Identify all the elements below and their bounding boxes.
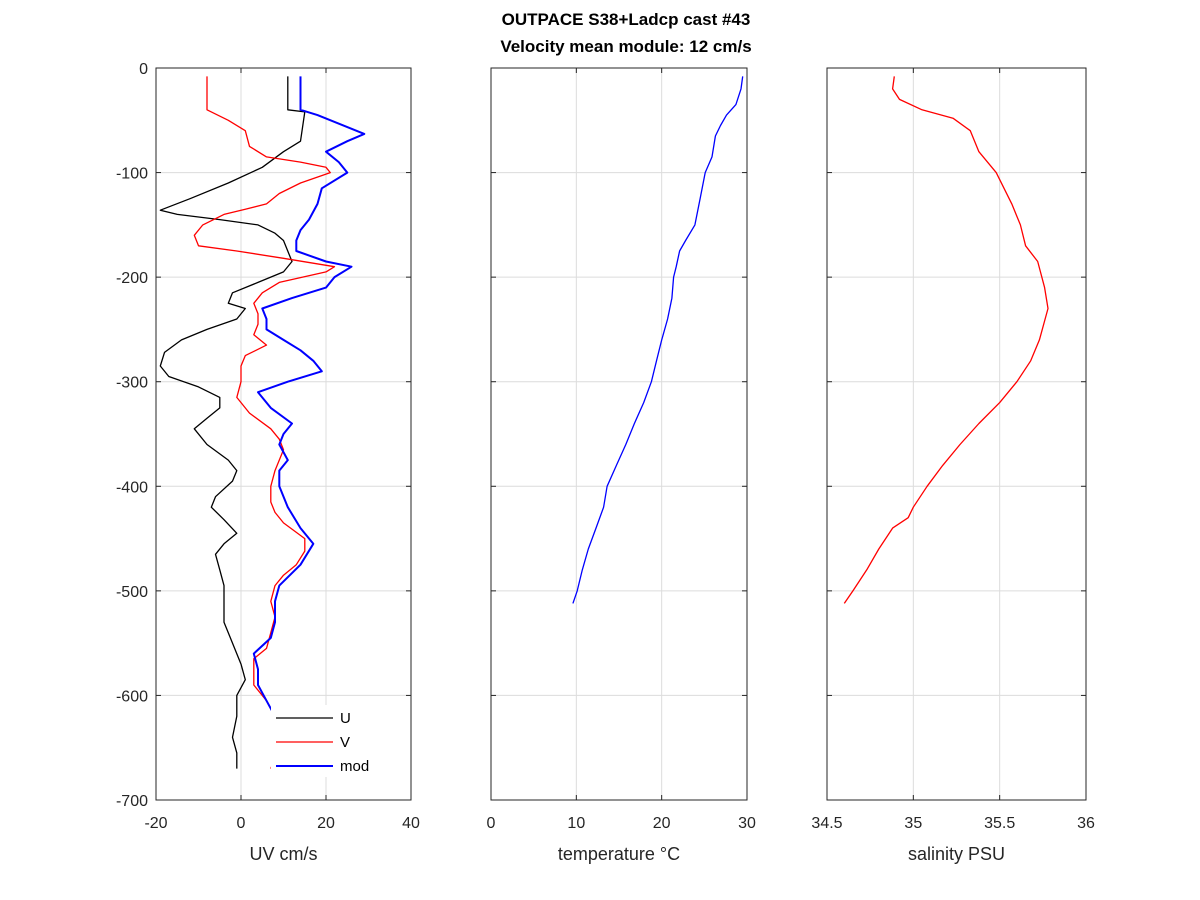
x-axis-label: UV cm/s [249, 844, 317, 864]
x-tick-label: 36 [1077, 815, 1095, 832]
x-axis-label: temperature °C [558, 844, 680, 864]
y-tick-label: -400 [116, 479, 148, 496]
y-tick-label: -200 [116, 270, 148, 287]
x-tick-label: 30 [738, 815, 756, 832]
axes-box [826, 67, 1087, 801]
x-axis-label: salinity PSU [908, 844, 1005, 864]
subplots: -20 0 20 400-100-200-300-400-500-600-700UV … [116, 61, 1095, 864]
series-line [843, 76, 1049, 604]
series-line-u [159, 76, 306, 769]
series-line [572, 76, 744, 604]
y-tick-label: -700 [116, 793, 148, 810]
chart-title-line-1: OUTPACE S38+Ladcp cast #43 [502, 10, 751, 29]
x-tick-label: 20 [317, 815, 335, 832]
y-tick-label: -100 [116, 166, 148, 183]
subplot-1: 0 10 20 30 temperature °C [487, 67, 756, 864]
x-tick-label: 34.5 [811, 815, 842, 832]
axes-box [155, 67, 412, 801]
x-tick-label: 35 [904, 815, 922, 832]
y-tick-label: -500 [116, 584, 148, 601]
x-tick-label: -20 [144, 815, 167, 832]
x-tick-label: 20 [653, 815, 671, 832]
x-tick-label: 0 [237, 815, 246, 832]
subplot-2: 34.5 35 35.5 36 salinity PSU [811, 67, 1095, 864]
y-tick-label: 0 [139, 61, 148, 78]
axes-box [490, 67, 748, 801]
subplot-0: -20 0 20 400-100-200-300-400-500-600-700UV … [116, 61, 420, 864]
legend-label-v: V [340, 734, 350, 751]
x-tick-label: 40 [402, 815, 420, 832]
y-tick-label: -300 [116, 375, 148, 392]
chart-title-line-2: Velocity mean module: 12 cm/s [500, 37, 751, 56]
series-line-v [193, 76, 336, 769]
x-tick-label: 0 [487, 815, 496, 832]
x-tick-label: 10 [567, 815, 585, 832]
legend-label-u: U [340, 710, 351, 727]
x-tick-label: 35.5 [984, 815, 1015, 832]
series-line-mod [252, 76, 366, 769]
legend-label-mod: mod [340, 758, 369, 775]
y-tick-label: -600 [116, 688, 148, 705]
